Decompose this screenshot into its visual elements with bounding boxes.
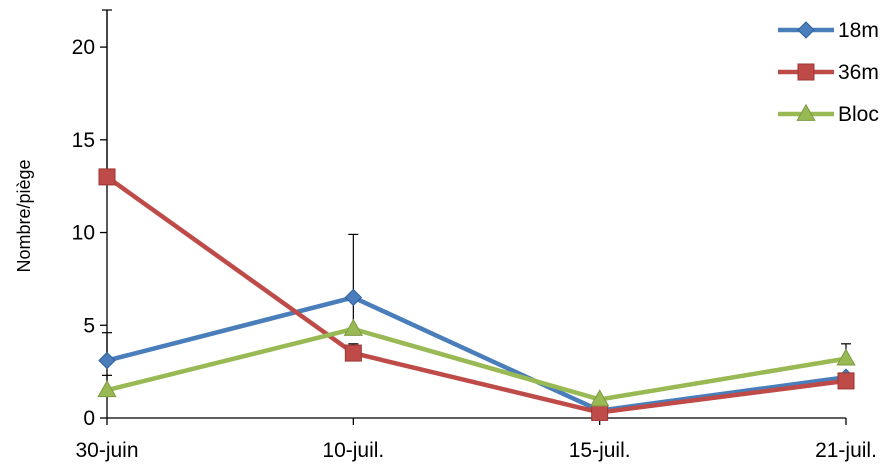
y-tick-label: 5 <box>83 314 95 337</box>
x-tick-label: 15-juil. <box>569 439 631 462</box>
y-tick-label: 15 <box>72 129 95 152</box>
legend-marker-36m <box>797 63 815 81</box>
data-point-bloc <box>836 348 856 366</box>
series-line-18m <box>106 295 847 413</box>
series-line-bloc <box>106 326 847 402</box>
data-point-bloc <box>590 389 610 407</box>
data-point-bloc <box>97 379 117 398</box>
legend-label-bloc: Bloc <box>838 103 879 126</box>
data-point-36m <box>344 344 362 362</box>
data-point-18m <box>344 288 363 307</box>
y-tick-label: 20 <box>72 36 95 59</box>
legend-label-18m: 18m <box>838 19 879 42</box>
series-lines <box>105 175 847 415</box>
series-markers <box>97 168 856 421</box>
data-point-36m <box>837 372 855 390</box>
data-point-18m <box>98 351 116 370</box>
tick-labels: 0 5 10 15 20 30-juin 10-juil. 15-juil. 21-juil. <box>72 36 877 462</box>
x-tick-label: 30-juin <box>75 439 138 462</box>
series-line-36m <box>105 175 847 415</box>
legend-label-36m: 36m <box>838 61 879 84</box>
legend-marker-18m <box>797 21 815 39</box>
x-tick-label: 10-juil. <box>322 439 384 462</box>
x-tick-label: 21-juil. <box>815 439 877 462</box>
y-tick-label: 10 <box>72 222 95 245</box>
y-axis-title: Nombre/piège <box>14 159 34 272</box>
y-tick-label: 0 <box>83 407 95 430</box>
legend-marker-bloc <box>796 103 816 121</box>
legend: 18m 36m Bloc <box>778 19 879 126</box>
axes <box>100 10 847 425</box>
data-point-36m <box>591 403 609 421</box>
data-point-36m <box>98 168 116 186</box>
data-point-bloc <box>343 318 363 336</box>
